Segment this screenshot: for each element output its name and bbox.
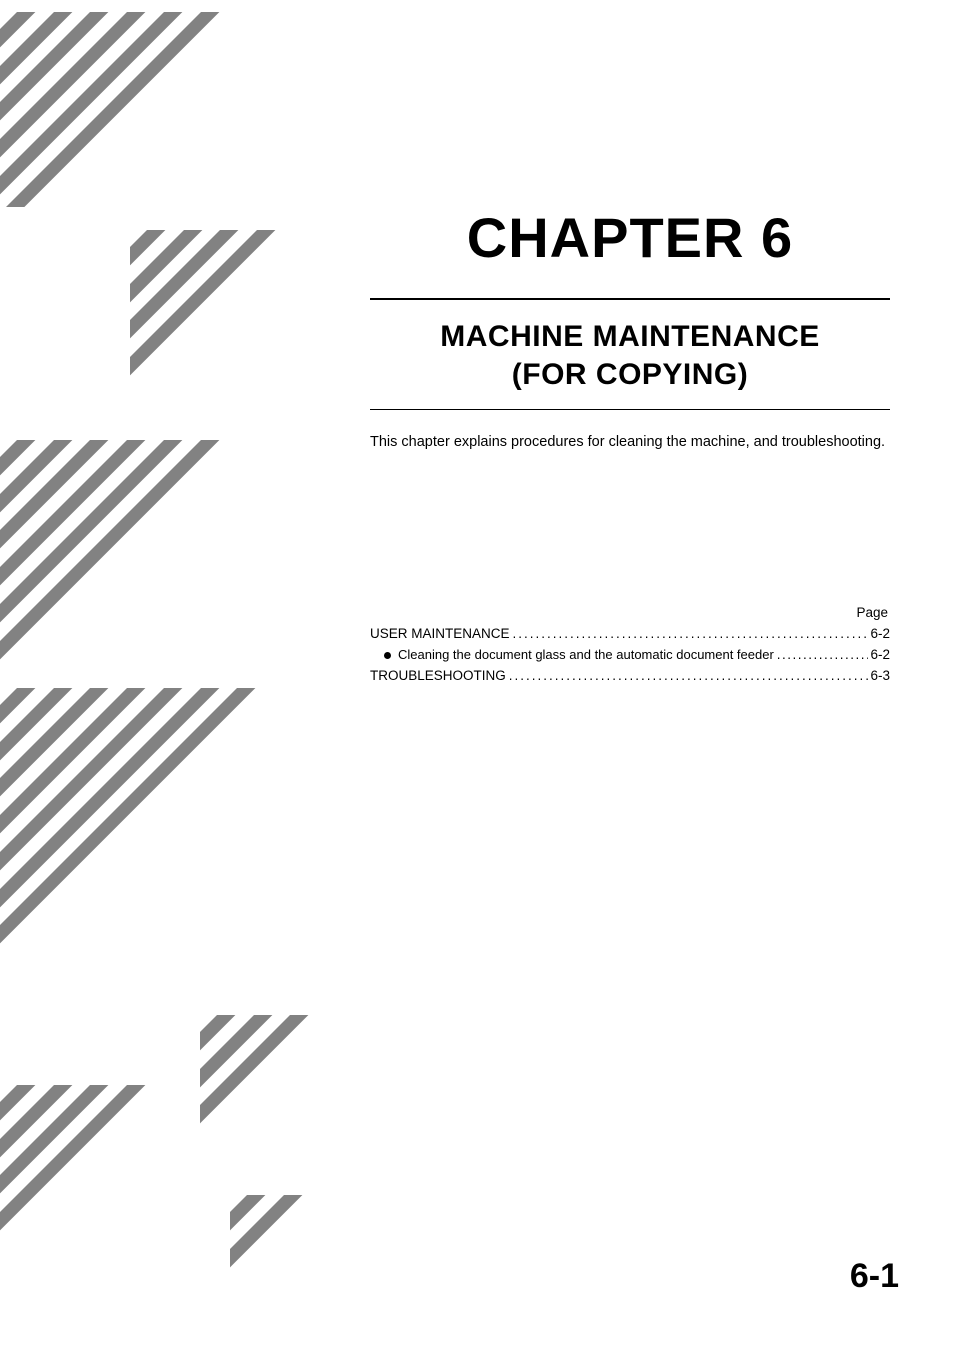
stripe-group [130, 230, 315, 430]
decorative-stripes [0, 0, 335, 1351]
stripe-group [0, 688, 320, 998]
stripe [130, 230, 315, 379]
stripe [200, 1015, 330, 1128]
stripe-group [0, 440, 315, 665]
stripe [0, 440, 315, 663]
bullet-icon [384, 652, 391, 659]
toc-leader-dots: ........................................… [510, 626, 869, 641]
toc-entry-title: Cleaning the document glass and the auto… [398, 647, 774, 662]
chapter-subtitle: MACHINE MAINTENANCE (FOR COPYING) [370, 318, 890, 393]
toc-entry-title: USER MAINTENANCE [370, 626, 510, 641]
chapter-header: CHAPTER 6 MACHINE MAINTENANCE (FOR COPYI… [370, 205, 890, 453]
toc-leader-dots: ........................................… [774, 647, 869, 662]
toc-entry: TROUBLESHOOTING.........................… [370, 668, 890, 683]
table-of-contents: Page USER MAINTENANCE...................… [370, 605, 890, 689]
toc-page-header: Page [370, 605, 890, 620]
chapter-intro: This chapter explains procedures for cle… [370, 432, 890, 453]
chapter-title: CHAPTER 6 [370, 205, 890, 270]
subtitle-line-1: MACHINE MAINTENANCE [440, 320, 820, 353]
toc-entry: USER MAINTENANCE........................… [370, 626, 890, 641]
toc-entry-page: 6-3 [868, 668, 890, 683]
stripe-group [0, 12, 310, 207]
toc-entry-page: 6-2 [868, 647, 890, 662]
stripe-group [230, 1195, 330, 1335]
subtitle-line-2: (FOR COPYING) [512, 358, 749, 391]
divider-bottom [370, 409, 890, 410]
stripe-group [0, 1085, 200, 1275]
stripe-group [200, 1015, 330, 1145]
divider-top [370, 298, 890, 300]
toc-leader-dots: ........................................… [506, 668, 869, 683]
page: CHAPTER 6 MACHINE MAINTENANCE (FOR COPYI… [0, 0, 954, 1351]
stripe [200, 1015, 330, 1145]
toc-entry: Cleaning the document glass and the auto… [370, 647, 890, 662]
stripe [130, 230, 315, 343]
page-number: 6-1 [850, 1257, 899, 1296]
toc-entry-page: 6-2 [868, 626, 890, 641]
toc-entry-title: TROUBLESHOOTING [370, 668, 506, 683]
stripe [0, 440, 315, 665]
